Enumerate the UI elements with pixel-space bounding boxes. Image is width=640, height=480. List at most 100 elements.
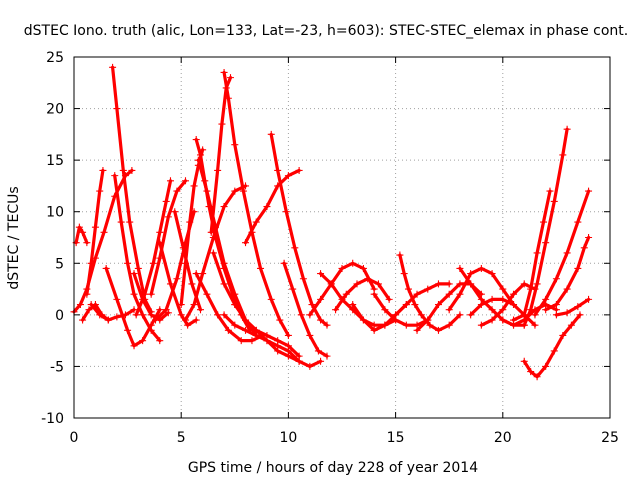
series-point-markers xyxy=(72,223,91,247)
tick-marks xyxy=(73,56,611,419)
y-tick-label: -10 xyxy=(41,411,64,427)
y-tick-labels: -10 -5 0 5 10 15 20 25 xyxy=(41,50,64,427)
series-arc-42 xyxy=(542,234,593,314)
grid-lines xyxy=(74,57,610,418)
series-point-markers xyxy=(171,208,204,314)
series-arc-08 xyxy=(132,177,174,319)
series-line xyxy=(554,297,591,317)
series-line xyxy=(194,137,252,332)
series-line xyxy=(85,168,105,296)
series-point-markers xyxy=(280,259,331,360)
series-point-markers xyxy=(151,208,198,324)
series-point-markers xyxy=(132,177,174,319)
series-arc-39 xyxy=(520,125,571,329)
series-line xyxy=(282,261,329,358)
series-arc-41 xyxy=(531,187,593,319)
series-line xyxy=(533,189,591,317)
series-point-markers xyxy=(520,125,571,329)
series-arc-40 xyxy=(520,311,584,381)
series-arc-43 xyxy=(552,295,593,319)
y-tick-label: -5 xyxy=(50,359,64,375)
x-tick-label: 20 xyxy=(494,430,512,446)
y-tick-label: 5 xyxy=(55,256,64,272)
series-arc-31 xyxy=(396,251,464,334)
series-point-markers xyxy=(83,166,107,298)
series-arc-09 xyxy=(147,177,189,298)
series-arc-44 xyxy=(499,301,560,329)
series-line xyxy=(394,282,451,317)
series-point-markers xyxy=(267,130,331,329)
series-line xyxy=(89,302,136,322)
x-tick-label: 10 xyxy=(279,430,297,446)
series-arc-02 xyxy=(72,223,91,247)
series-point-markers xyxy=(147,177,189,298)
series-arc-24 xyxy=(267,130,331,329)
series-line xyxy=(501,302,559,327)
series-arc-38 xyxy=(510,187,554,324)
series-line xyxy=(74,225,89,245)
series-arc-23 xyxy=(231,301,325,370)
x-tick-label: 25 xyxy=(601,430,619,446)
series-point-markers xyxy=(156,239,200,329)
series-point-markers xyxy=(111,172,164,345)
x-tick-labels: 0 5 10 15 20 25 xyxy=(70,430,619,446)
series-arc-28 xyxy=(332,275,393,314)
series-point-markers xyxy=(542,234,593,314)
series-line xyxy=(269,132,329,327)
series-point-markers xyxy=(242,166,303,247)
series-line xyxy=(351,302,408,332)
x-tick-label: 15 xyxy=(387,430,405,446)
series-point-markers xyxy=(520,311,584,381)
series-point-markers xyxy=(392,280,453,319)
series-line xyxy=(479,282,537,327)
series-point-markers xyxy=(306,259,378,319)
x-tick-label: 5 xyxy=(177,430,186,446)
series-point-markers xyxy=(531,187,593,319)
data-series xyxy=(70,63,593,381)
series-line xyxy=(222,313,301,363)
y-tick-label: 0 xyxy=(55,308,64,324)
series-arc-25 xyxy=(280,259,331,360)
series-line xyxy=(134,179,173,317)
series-line xyxy=(334,277,391,312)
series-arc-22 xyxy=(242,166,303,247)
series-point-markers xyxy=(552,295,593,319)
series-line xyxy=(243,168,301,245)
series-line xyxy=(544,235,591,312)
series-arc-14 xyxy=(192,136,254,334)
series-point-markers xyxy=(510,187,554,324)
series-line xyxy=(372,292,430,327)
series-point-markers xyxy=(231,301,325,370)
series-arc-06 xyxy=(102,264,164,350)
series-point-markers xyxy=(499,301,560,329)
series-point-markers xyxy=(102,264,164,350)
series-arc-15 xyxy=(194,156,260,339)
y-tick-label: 25 xyxy=(46,50,64,66)
series-point-markers xyxy=(181,182,250,324)
series-line xyxy=(522,313,582,379)
series-line xyxy=(511,189,552,322)
series-arc-37 xyxy=(477,280,539,329)
series-arc-30 xyxy=(370,290,432,329)
series-arc-32 xyxy=(392,280,453,319)
series-arc-10 xyxy=(156,239,200,329)
series-point-markers xyxy=(332,275,393,314)
series-arc-46 xyxy=(87,301,138,324)
series-point-markers xyxy=(87,301,138,324)
series-arc-16 xyxy=(181,182,250,324)
y-axis-label: dSTEC / TECUs xyxy=(6,186,22,289)
series-arc-03 xyxy=(83,166,107,298)
series-arc-29 xyxy=(349,301,410,334)
y-tick-label: 15 xyxy=(46,153,64,169)
series-arc-26 xyxy=(306,259,378,319)
series-line xyxy=(104,266,162,348)
plot-frame xyxy=(73,56,611,419)
x-tick-label: 0 xyxy=(70,430,79,446)
y-tick-label: 20 xyxy=(46,102,64,118)
x-axis-label: GPS time / hours of day 228 of year 2014 xyxy=(188,460,478,476)
series-arc-05 xyxy=(111,172,164,345)
series-point-markers xyxy=(396,251,464,334)
y-tick-label: 10 xyxy=(46,205,64,221)
chart-title: dSTEC Iono. truth (alic, Lon=133, Lat=-2… xyxy=(24,23,628,39)
